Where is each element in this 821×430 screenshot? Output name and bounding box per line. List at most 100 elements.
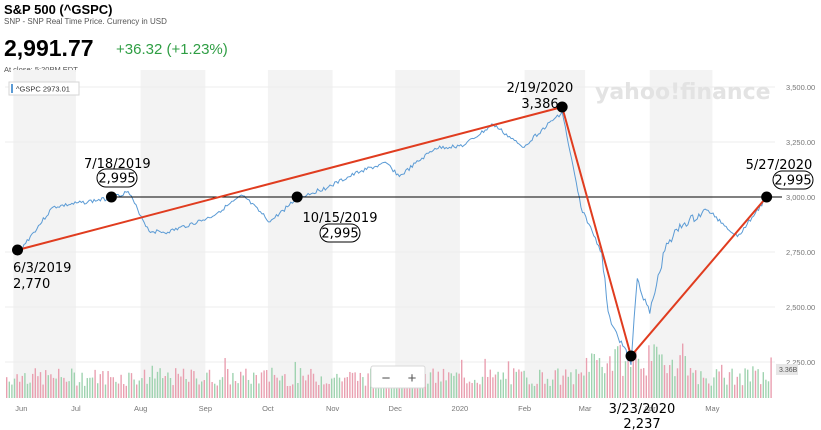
- volume-bar: [648, 345, 650, 398]
- volume-bar: [237, 383, 239, 398]
- volume-bar: [229, 384, 231, 398]
- volume-bar: [305, 380, 307, 398]
- volume-bar: [294, 361, 296, 398]
- volume-bar: [125, 385, 127, 398]
- volume-bar: [442, 368, 445, 398]
- price-series-line: [17, 110, 767, 366]
- volume-bar: [380, 382, 382, 398]
- month-band: [395, 70, 460, 398]
- volume-bar: [450, 373, 452, 398]
- volume-bar: [50, 374, 52, 398]
- volume-bar: [461, 359, 463, 398]
- volume-bar: [219, 379, 221, 398]
- volume-bar: [765, 379, 767, 398]
- volume-bar: [697, 384, 699, 398]
- volume-bar: [177, 373, 179, 398]
- volume-bar: [81, 372, 83, 398]
- volume-bar: [284, 374, 286, 398]
- volume-bar: [325, 383, 328, 398]
- volume-bar: [708, 383, 710, 398]
- volume-bar: [479, 384, 481, 398]
- volume-bar: [68, 381, 70, 398]
- volume-bar: [341, 381, 343, 398]
- price-change: +36.32 (+1.23%): [116, 41, 228, 58]
- volume-bar: [172, 385, 174, 398]
- volume-bar: [195, 378, 198, 398]
- volume-bar: [97, 383, 99, 398]
- volume-bar: [744, 368, 746, 398]
- volume-bar: [120, 374, 122, 398]
- volume-bar: [637, 358, 640, 398]
- volume-bar: [346, 377, 348, 398]
- volume-bar: [263, 370, 265, 398]
- volume-bar: [671, 359, 673, 398]
- volume-bar: [440, 381, 442, 398]
- volume-bar: [606, 363, 608, 398]
- annotation-date-mar: 3/23/2020: [609, 402, 676, 417]
- volume-bar: [650, 360, 653, 398]
- trend-line: [561, 106, 632, 357]
- volume-bar: [453, 375, 455, 398]
- volume-bar: [338, 377, 341, 398]
- volume-bar: [484, 358, 486, 398]
- volume-bar: [37, 376, 39, 398]
- volume-bar: [437, 371, 439, 398]
- volume-bar: [762, 372, 764, 398]
- volume-bar: [13, 378, 16, 398]
- volume-bar: [193, 371, 195, 398]
- volume-bar: [669, 365, 671, 398]
- volume-bar: [578, 373, 580, 398]
- volume-bar: [292, 384, 294, 398]
- volume-bar: [240, 371, 242, 398]
- annotation-point: [105, 191, 117, 203]
- volume-bar: [458, 373, 460, 398]
- volume-bar: [318, 384, 320, 398]
- volume-bar: [515, 371, 517, 398]
- volume-bar: [682, 343, 684, 398]
- volume-bar: [110, 377, 112, 398]
- volume-bar: [255, 375, 257, 398]
- volume-bar: [702, 377, 705, 398]
- annotation-point: [761, 191, 773, 203]
- volume-bar: [536, 383, 538, 398]
- volume-bar: [185, 378, 187, 398]
- volume-bar: [736, 376, 738, 398]
- volume-bar: [752, 366, 754, 398]
- volume-bar: [208, 369, 211, 398]
- volume-bar: [593, 354, 595, 398]
- volume-bar: [658, 354, 660, 398]
- x-tick-label: 2020: [452, 404, 469, 413]
- volume-bar: [336, 373, 338, 398]
- volume-bar: [232, 372, 234, 398]
- volume-bar: [21, 375, 23, 398]
- volume-bar: [411, 381, 413, 398]
- volume-bar: [182, 368, 185, 398]
- volume-bar: [149, 377, 151, 398]
- volume-bar: [715, 369, 718, 398]
- zoom-in-button[interactable]: +: [408, 370, 417, 387]
- volume-bar: [73, 372, 75, 398]
- volume-bar: [684, 356, 686, 398]
- value-oval: [319, 223, 361, 243]
- volume-bar: [656, 346, 658, 398]
- x-tick-label: Nov: [326, 404, 340, 413]
- volume-bar: [154, 378, 156, 398]
- volume-bar: [609, 356, 611, 398]
- volume-bar: [617, 346, 619, 398]
- volume-bar: [533, 385, 536, 398]
- annotation-date-jun: 6/3/2019: [13, 261, 71, 276]
- volume-bar: [754, 370, 757, 398]
- y-tick-label: 3,250.00: [786, 138, 815, 147]
- volume-bar: [567, 376, 569, 398]
- volume-bar: [492, 377, 494, 398]
- y-tick-label: 2,750.00: [786, 248, 815, 257]
- volume-bar: [497, 371, 499, 398]
- volume-bar: [598, 358, 601, 398]
- volume-bar: [65, 381, 68, 398]
- volume-bar: [286, 385, 289, 398]
- volume-bar: [16, 374, 18, 398]
- zoom-out-button[interactable]: −: [382, 370, 391, 387]
- volume-bar: [653, 344, 655, 398]
- volume-bar: [276, 377, 278, 398]
- volume-bar: [575, 369, 577, 398]
